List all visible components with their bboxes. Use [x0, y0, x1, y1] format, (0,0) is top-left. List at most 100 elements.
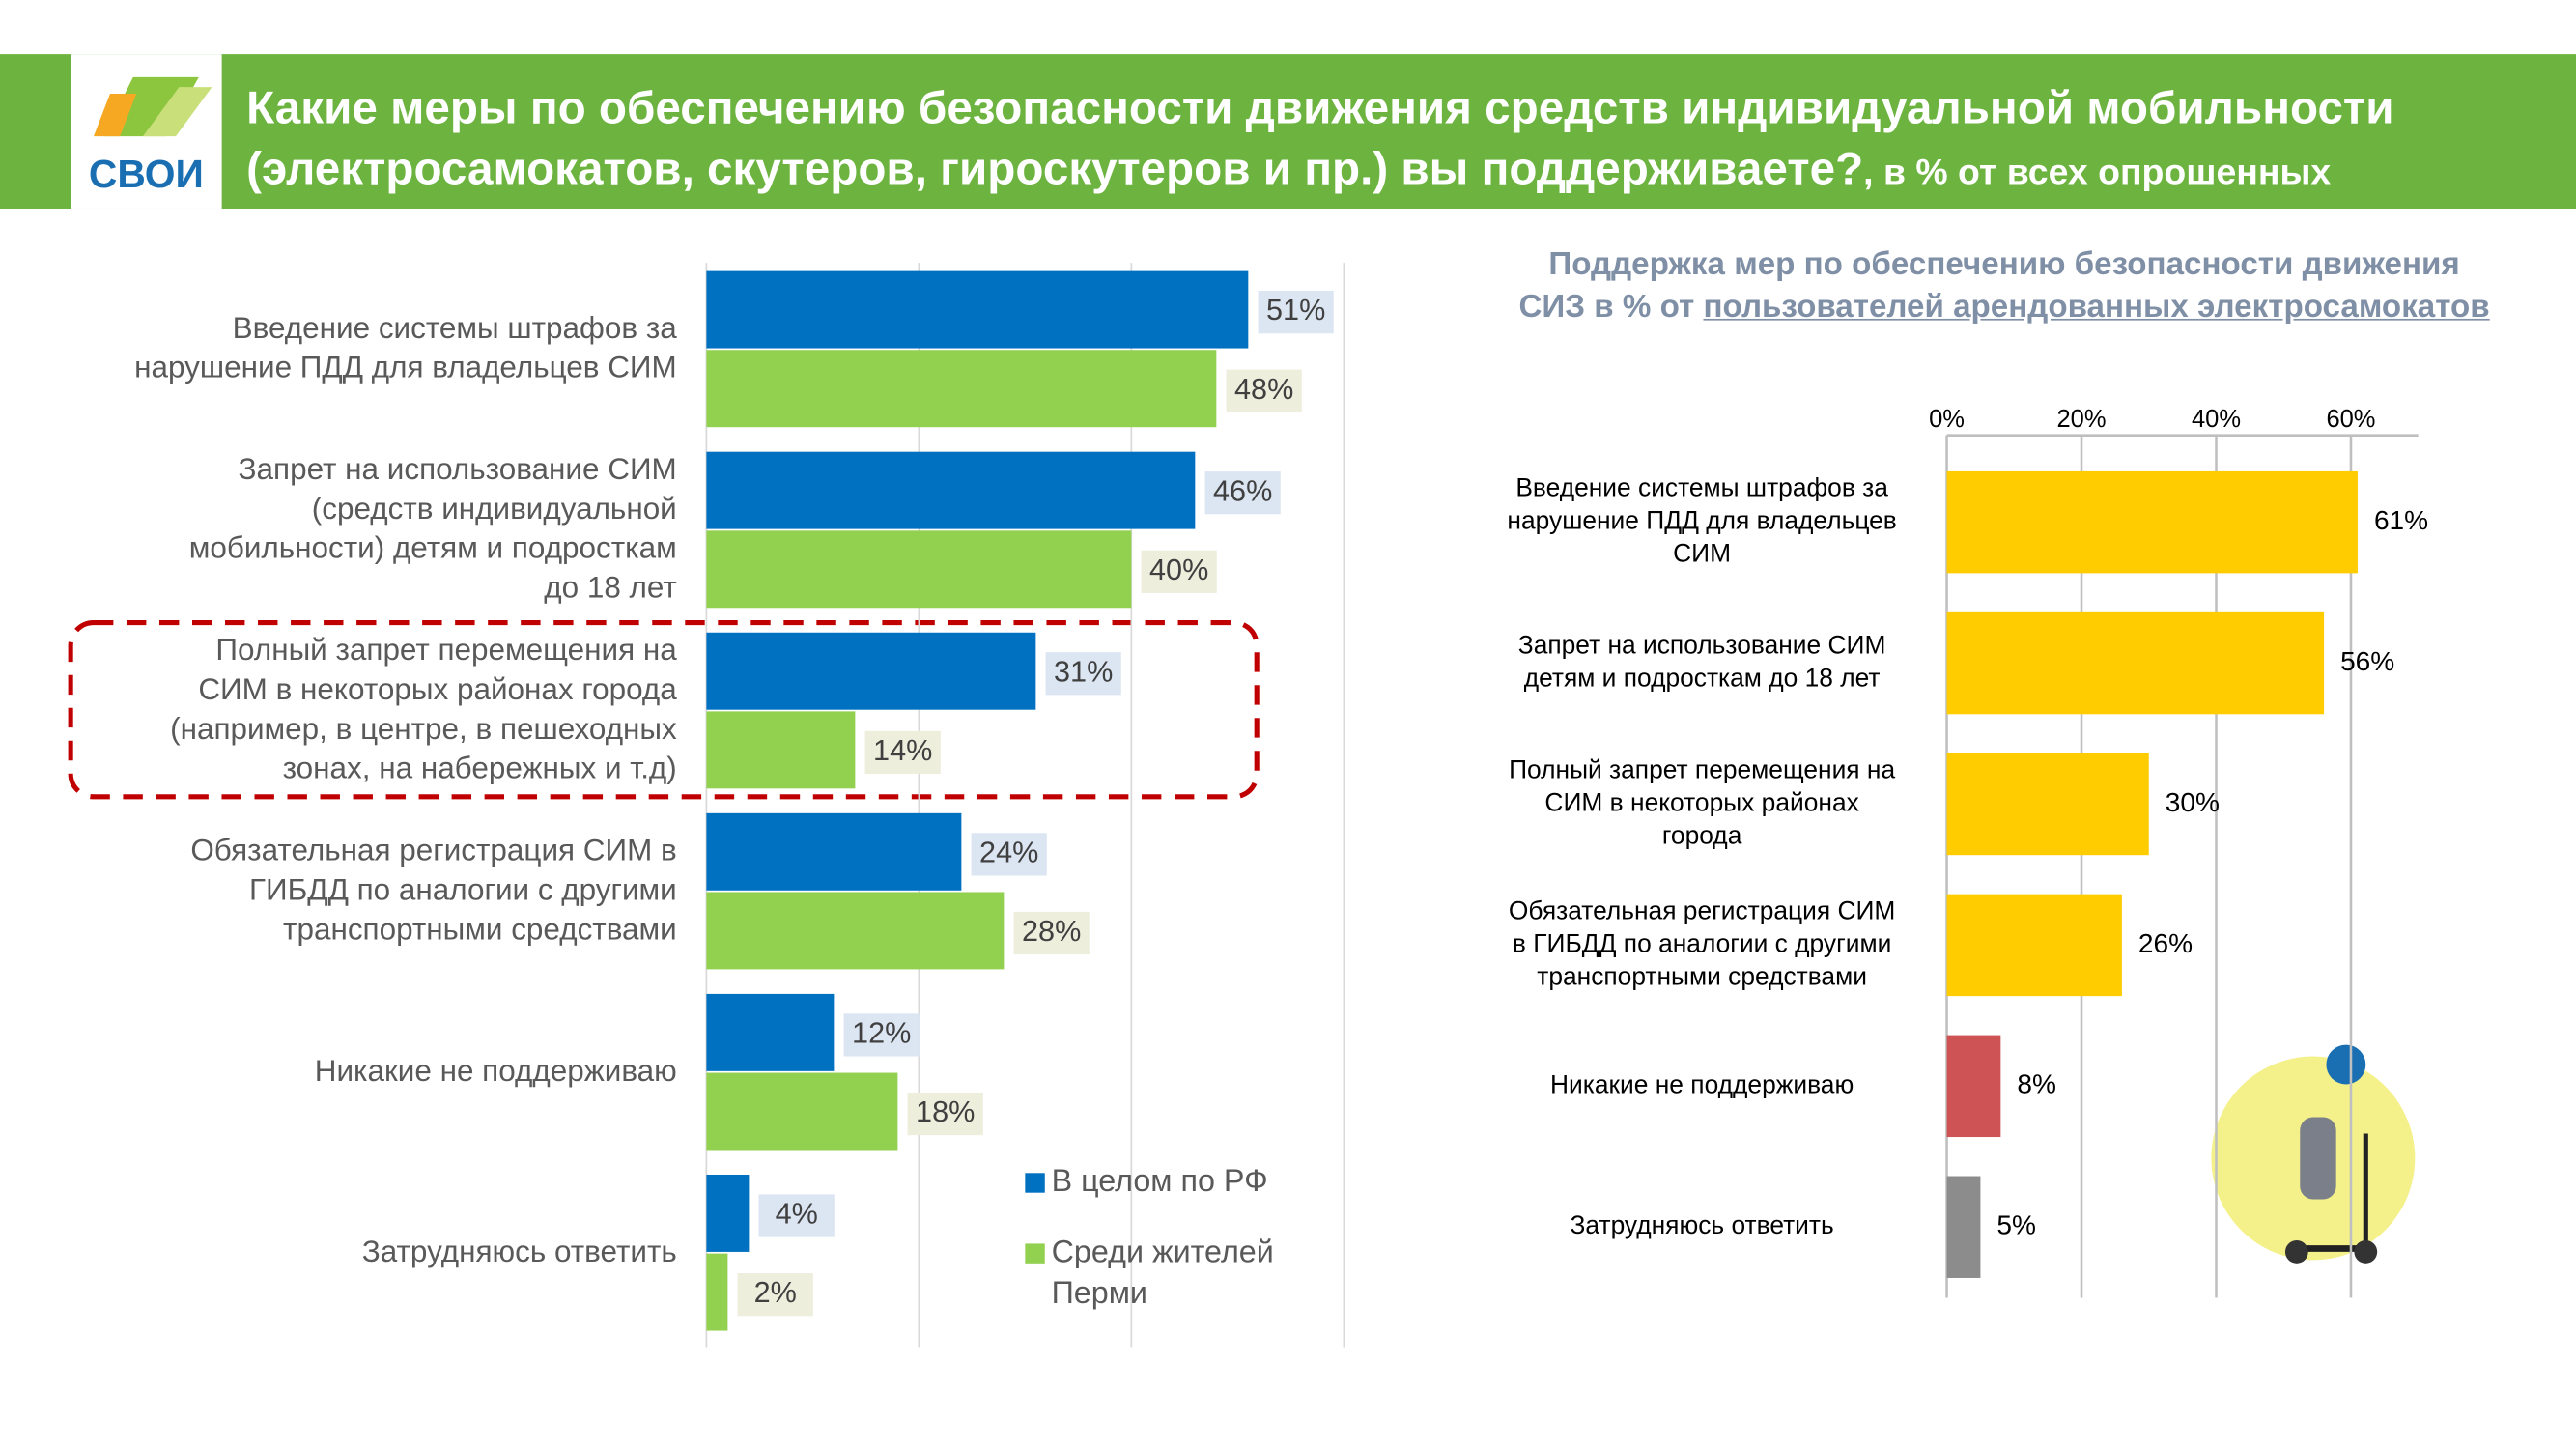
- logo-icon: [93, 76, 212, 137]
- text-line: Полный запрет перемещения на: [215, 633, 677, 667]
- text-line: Полный запрет перемещения на: [1509, 754, 1895, 783]
- logo-text: СВОИ: [88, 153, 204, 198]
- title-suffix: , в % от всех опрошенных: [1863, 151, 2332, 192]
- category-label: Введение системы штрафов за нарушение ПДД…: [1507, 473, 1896, 568]
- value-label: 5%: [1996, 1210, 2036, 1240]
- text-line: Введение системы штрафов за: [233, 311, 678, 345]
- x-tick-label: 20%: [2057, 406, 2107, 433]
- value-label-bg: [864, 730, 941, 775]
- value-label: 24%: [979, 836, 1038, 868]
- bar: [1946, 753, 2149, 856]
- value-label: 14%: [873, 734, 932, 767]
- text-line: детям и подросткам до 18 лет: [1524, 664, 1881, 693]
- value-label: 46%: [1213, 474, 1272, 507]
- value-label-bg: [737, 1273, 813, 1317]
- category-label: Никакие не поддерживаю: [315, 1054, 677, 1088]
- value-label: 2%: [754, 1276, 797, 1309]
- highlight: [68, 620, 1260, 800]
- value-label: 28%: [1022, 915, 1081, 948]
- scooter-illustration: [2211, 1044, 2416, 1264]
- text-line: Перми: [1052, 1275, 1147, 1310]
- title-text: Поддержка мер по обеспечению безопасност…: [1518, 246, 2460, 326]
- text-line: Обязательная регистрация СИМ в: [190, 834, 676, 867]
- header: СВОИ Какие меры по обеспечению безопасно…: [0, 54, 2576, 209]
- bar: [706, 530, 1132, 609]
- chart-title: Поддержка мер по обеспечению безопасност…: [1512, 243, 2498, 328]
- text-line: нарушение ПДД для владельцев: [1507, 506, 1896, 535]
- bar: [706, 993, 835, 1071]
- category-label: Обязательная регистрация СИМ в ГИБДД по а…: [190, 834, 676, 947]
- value-label: 18%: [916, 1095, 975, 1128]
- text-line: транспортными средствами: [1537, 961, 1867, 990]
- bar: [706, 350, 1217, 428]
- text-line: Среди жителей: [1052, 1234, 1274, 1268]
- category-label: Полный запрет перемещения на СИМ в некото…: [170, 633, 677, 784]
- value-label: 61%: [2374, 505, 2428, 535]
- value-label-bg: [907, 1092, 983, 1136]
- logo: СВОИ: [71, 54, 222, 209]
- category-label: Запрет на использование СИМ (средств инди…: [189, 452, 677, 604]
- title-line: Какие меры по обеспечению безопасности д…: [246, 82, 2394, 133]
- bar: [706, 270, 1249, 349]
- bar: [706, 1174, 750, 1252]
- bar: [706, 1253, 728, 1331]
- category-label: Затрудняюсь ответить: [362, 1235, 677, 1268]
- category-label: Введение системы штрафов за нарушение ПДД…: [134, 311, 677, 384]
- bar: [706, 1072, 898, 1151]
- legend-swatch: [1025, 1173, 1045, 1193]
- bar: [706, 711, 856, 789]
- value-label: 8%: [2017, 1069, 2056, 1099]
- x-tick-label: 0%: [1929, 406, 1965, 433]
- value-label-bg: [1258, 291, 1334, 334]
- text-line: нарушение ПДД для владельцев СИМ: [134, 351, 677, 384]
- x-tick-label: 60%: [2326, 406, 2375, 433]
- bar: [706, 451, 1196, 529]
- value-label: 30%: [2166, 787, 2220, 817]
- value-label: 48%: [1234, 373, 1293, 406]
- text-line: Запрет на использование СИМ: [1518, 631, 1886, 660]
- text-line: ГИБДД по аналогии с другими: [249, 873, 677, 907]
- value-label-bg: [1226, 369, 1302, 412]
- header-title: Какие меры по обеспечению безопасности д…: [246, 77, 2393, 202]
- x-tick-label: 40%: [2192, 406, 2241, 433]
- legend-label: Среди жителей Перми: [1052, 1234, 1274, 1310]
- value-label: 31%: [1054, 655, 1113, 688]
- value-label: 40%: [1149, 554, 1208, 586]
- value-label: 51%: [1266, 294, 1325, 327]
- value-label-bg: [843, 1013, 920, 1057]
- category-label: Полный запрет перемещения на СИМ в некото…: [1509, 754, 1895, 849]
- bar: [1946, 1176, 1981, 1278]
- bar: [1946, 1035, 2001, 1138]
- legend-swatch: [1025, 1243, 1045, 1264]
- bar: [706, 632, 1036, 710]
- text-line: мобильности) детям и подросткам: [189, 531, 677, 565]
- bar: [706, 892, 1005, 970]
- value-label-bg: [1045, 652, 1121, 696]
- text-line: в ГИБДД по аналогии с другими: [1513, 928, 1891, 957]
- title-line: (электросамокатов, скутеров, гироскутеро…: [246, 142, 1864, 194]
- value-label: 26%: [2138, 928, 2193, 958]
- text-line: (средств индивидуальной: [312, 492, 677, 526]
- value-label: 56%: [2340, 646, 2394, 676]
- text-line: СИМ в некоторых районах города: [198, 672, 677, 706]
- text-line: до 18 лет: [544, 571, 677, 605]
- value-label: 12%: [852, 1017, 911, 1050]
- category-label: Никакие не поддерживаю: [1550, 1069, 1854, 1098]
- text-line: Обязательная регистрация СИМ: [1509, 895, 1896, 924]
- legend-label: В целом по РФ: [1052, 1163, 1268, 1198]
- bar: [1946, 894, 2122, 997]
- text-line: Запрет на использование СИМ: [239, 452, 677, 486]
- text-line: СИМ в некоторых районах: [1544, 787, 1858, 816]
- bar: [1946, 470, 2358, 574]
- value-label: 4%: [776, 1198, 818, 1231]
- bar: [706, 812, 962, 891]
- text-line: зонах, на набережных и т.д): [283, 752, 677, 785]
- value-label-bg: [758, 1194, 835, 1237]
- category-label: Затрудняюсь ответить: [1571, 1210, 1834, 1239]
- text-line: города: [1662, 820, 1742, 849]
- value-label-bg: [1204, 471, 1281, 515]
- category-label: Обязательная регистрация СИМ в ГИБДД по а…: [1509, 895, 1896, 990]
- value-label-bg: [971, 833, 1047, 876]
